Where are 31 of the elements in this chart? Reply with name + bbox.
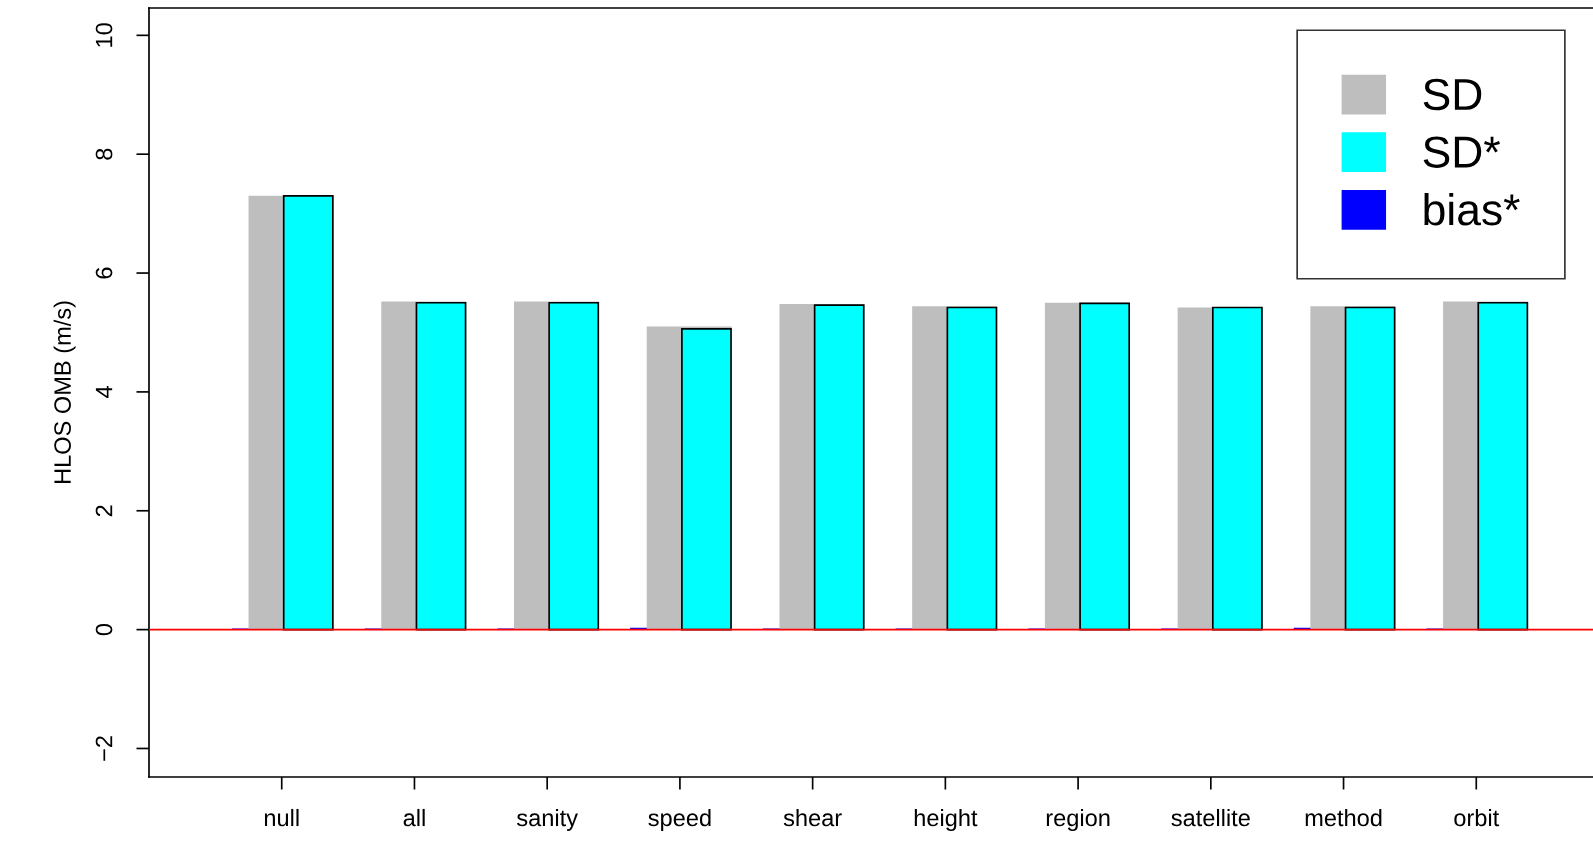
bar	[1344, 306, 1396, 631]
x-tick-label: speed	[648, 808, 711, 831]
x-tick-label: height	[914, 808, 978, 831]
x-tick-label: orbit	[1454, 808, 1500, 827]
bar	[946, 306, 998, 631]
x-tick-label: null	[264, 808, 299, 827]
x-tick-label: sanity	[517, 808, 578, 831]
bar	[681, 328, 732, 631]
bar	[282, 194, 334, 631]
bar	[415, 301, 467, 631]
y-tick-label: 4	[95, 386, 113, 398]
x-tick-label: region	[1046, 808, 1110, 831]
bar	[1477, 301, 1529, 631]
x-tick-label: all	[403, 808, 425, 827]
x-tick-label: method	[1305, 808, 1382, 827]
y-tick-label: 6	[95, 267, 113, 279]
y-tick-label: 10	[95, 23, 113, 47]
bar	[1211, 306, 1263, 631]
y-axis-title: HLOS OMB (m/s)	[53, 301, 76, 484]
legend-label: bias*	[1424, 192, 1520, 226]
legend-label: SD	[1423, 78, 1482, 111]
bar	[813, 304, 865, 631]
bar	[1079, 302, 1131, 631]
y-tick-label: 8	[95, 148, 113, 160]
y-tick-label: −2	[95, 736, 113, 761]
x-tick-label: shear	[783, 808, 842, 827]
y-tick-label: 0	[95, 623, 113, 636]
x-tick-label: satellite	[1171, 808, 1250, 827]
bar	[548, 301, 600, 631]
y-tick-label: 2	[95, 505, 113, 517]
legend-label: SD*	[1423, 136, 1500, 168]
